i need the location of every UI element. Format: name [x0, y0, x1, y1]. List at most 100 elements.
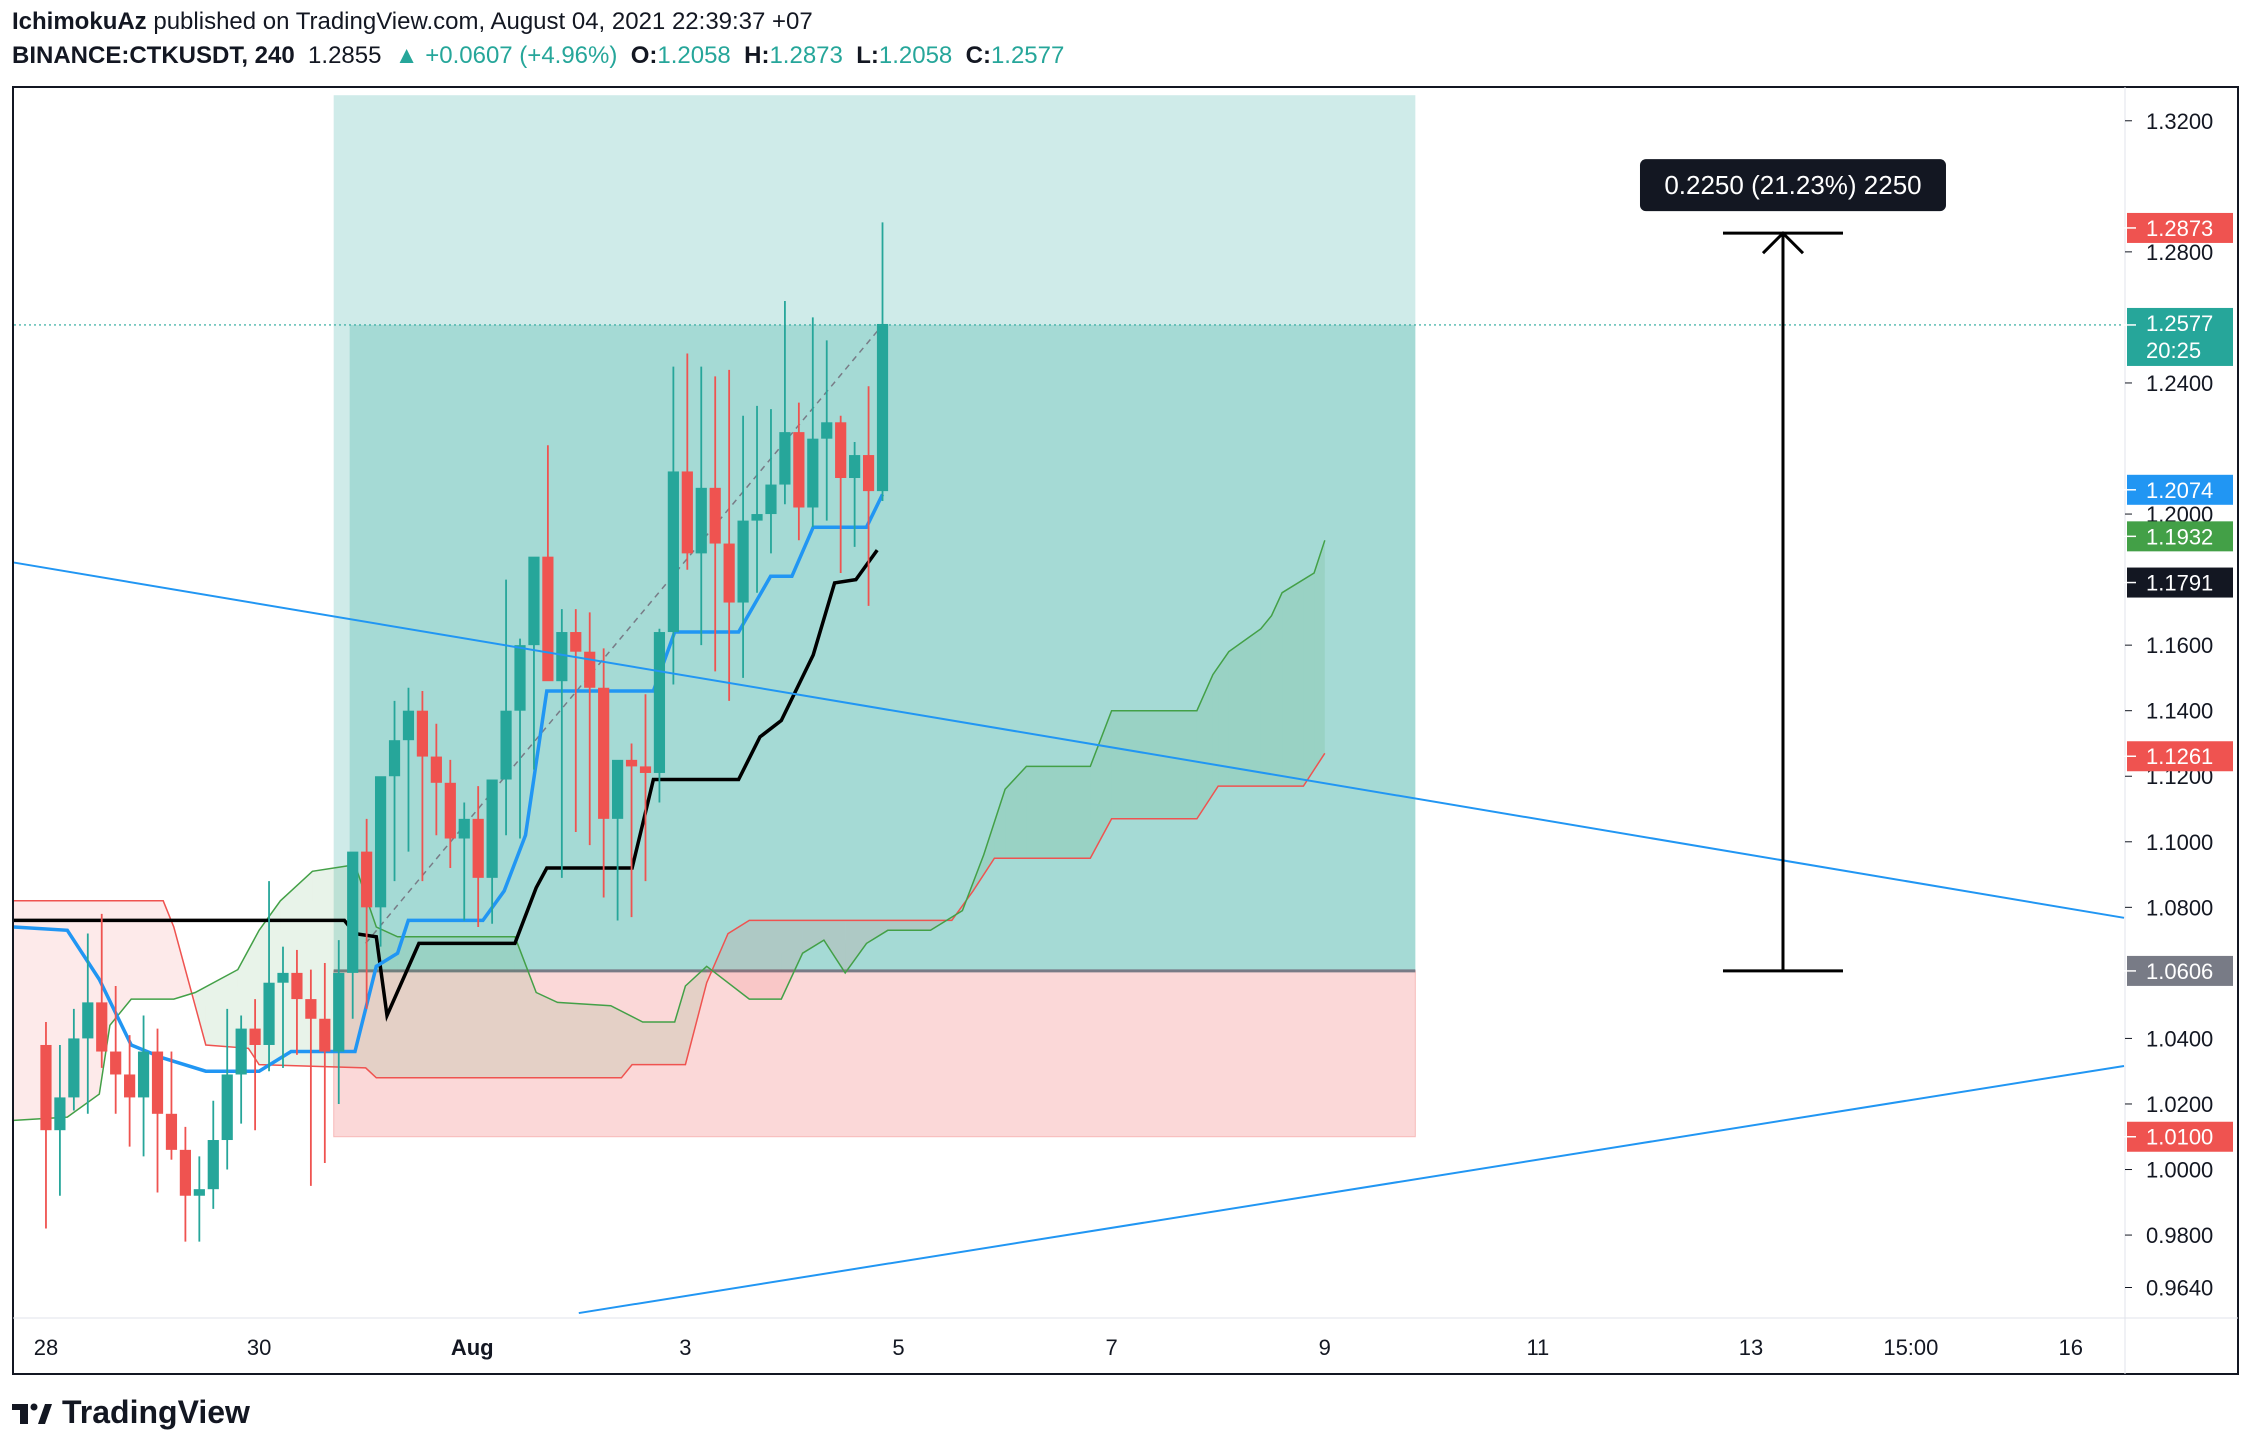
candle-body	[667, 471, 679, 633]
candle[interactable]	[458, 802, 470, 921]
candle[interactable]	[723, 369, 735, 701]
candle[interactable]	[207, 1100, 219, 1209]
candle[interactable]	[193, 1156, 205, 1242]
candle[interactable]	[472, 786, 484, 927]
candle-body	[207, 1140, 219, 1190]
candle[interactable]	[695, 366, 707, 646]
candle[interactable]	[68, 1008, 80, 1111]
candle-body	[124, 1074, 136, 1098]
loss-zone[interactable]	[333, 970, 1416, 1138]
price-label[interactable]: 1.0100	[2124, 1121, 2233, 1152]
candle[interactable]	[388, 700, 401, 882]
candle[interactable]	[333, 940, 345, 1104]
price-label[interactable]: 1.2873	[2124, 212, 2233, 243]
tradingview-brand[interactable]: TradingView	[12, 1394, 250, 1431]
candle[interactable]	[612, 759, 624, 921]
candle[interactable]	[779, 301, 791, 505]
price-axis[interactable]: 1.32001.28001.24001.20001.16001.14001.12…	[2124, 109, 2233, 1301]
brand-name: TradingView	[62, 1394, 250, 1430]
candle[interactable]	[249, 999, 261, 1131]
candle[interactable]	[361, 818, 373, 1009]
candle[interactable]	[416, 691, 429, 882]
candle[interactable]	[528, 556, 540, 770]
high-value: 1.2873	[769, 42, 843, 69]
candle[interactable]	[807, 317, 819, 528]
candle[interactable]	[263, 881, 275, 1072]
candle[interactable]	[667, 366, 679, 685]
candle[interactable]	[277, 946, 289, 1068]
candle[interactable]	[110, 985, 122, 1114]
candle[interactable]	[221, 1008, 233, 1170]
candle[interactable]	[737, 415, 749, 678]
price-label[interactable]: 1.1261	[2124, 741, 2233, 772]
candle[interactable]	[486, 779, 498, 924]
measure-label: 0.2250 (21.23%) 2250	[1664, 170, 1921, 200]
cloud-segment	[1218, 651, 1229, 787]
candle-body	[291, 972, 303, 1000]
time-axis[interactable]: 28 30 Aug 3 5 7 9 11 13 15:00 16	[34, 1335, 2083, 1360]
candle[interactable]	[179, 1126, 191, 1242]
candle[interactable]	[82, 933, 94, 1114]
candle[interactable]	[124, 1035, 136, 1147]
trendline[interactable]	[578, 1064, 2125, 1315]
candle[interactable]	[584, 612, 596, 846]
candle[interactable]	[444, 759, 456, 869]
candle[interactable]	[40, 1022, 52, 1229]
candle[interactable]	[765, 409, 777, 554]
candle[interactable]	[235, 1015, 247, 1124]
candle[interactable]	[625, 743, 638, 918]
candle[interactable]	[291, 949, 303, 1055]
candle[interactable]	[653, 628, 666, 803]
candle[interactable]	[793, 402, 805, 541]
candle[interactable]	[430, 723, 442, 836]
price-label-bg	[2127, 741, 2233, 772]
cloud-segment	[802, 920, 824, 954]
price-label[interactable]: 1.1932	[2124, 521, 2233, 552]
y-tick-label: 1.3200	[2146, 109, 2213, 134]
candle[interactable]	[54, 1044, 66, 1196]
candle-body	[584, 651, 596, 688]
candle[interactable]	[402, 687, 415, 852]
candle[interactable]	[751, 405, 763, 593]
candle[interactable]	[639, 694, 652, 882]
cloud-segment	[610, 1005, 622, 1078]
candle[interactable]	[849, 441, 861, 547]
candle-body	[235, 1028, 247, 1075]
candle[interactable]	[862, 386, 875, 606]
candle[interactable]	[347, 851, 359, 1019]
candle[interactable]	[514, 638, 526, 839]
x-tick-label: Aug	[451, 1335, 494, 1360]
measure-tool[interactable]: 0.2250 (21.23%) 2250	[1639, 159, 1946, 973]
candle[interactable]	[835, 415, 847, 574]
x-tick-label: 9	[1319, 1335, 1331, 1360]
trendline[interactable]	[13, 561, 2125, 919]
profit-zone[interactable]	[333, 95, 1416, 971]
candle[interactable]	[821, 340, 833, 521]
candle[interactable]	[570, 609, 582, 832]
candle[interactable]	[542, 445, 554, 682]
price-label[interactable]: 1.0606	[2124, 955, 2233, 986]
candle[interactable]	[137, 1015, 150, 1157]
price-label-bg	[2127, 955, 2233, 986]
x-tick-label: 7	[1106, 1335, 1118, 1360]
candle[interactable]	[151, 1028, 164, 1193]
author-name[interactable]: IchimokuAz	[12, 8, 147, 35]
candle[interactable]	[709, 376, 721, 672]
candle[interactable]	[374, 776, 387, 947]
candle[interactable]	[500, 579, 512, 836]
candle[interactable]	[96, 913, 108, 1068]
trendlines[interactable]	[13, 561, 2125, 1315]
candle[interactable]	[319, 963, 331, 1163]
candle-body	[849, 455, 861, 479]
candle[interactable]	[681, 353, 693, 570]
candle[interactable]	[876, 222, 889, 501]
price-label-text: 1.2873	[2146, 216, 2213, 241]
candle[interactable]	[305, 969, 317, 1186]
candle[interactable]	[165, 1051, 178, 1160]
candles[interactable]	[40, 222, 889, 1242]
price-label[interactable]: 1.1791	[2124, 567, 2233, 598]
candle[interactable]	[598, 648, 610, 898]
price-label[interactable]: 1.2074	[2124, 474, 2233, 505]
